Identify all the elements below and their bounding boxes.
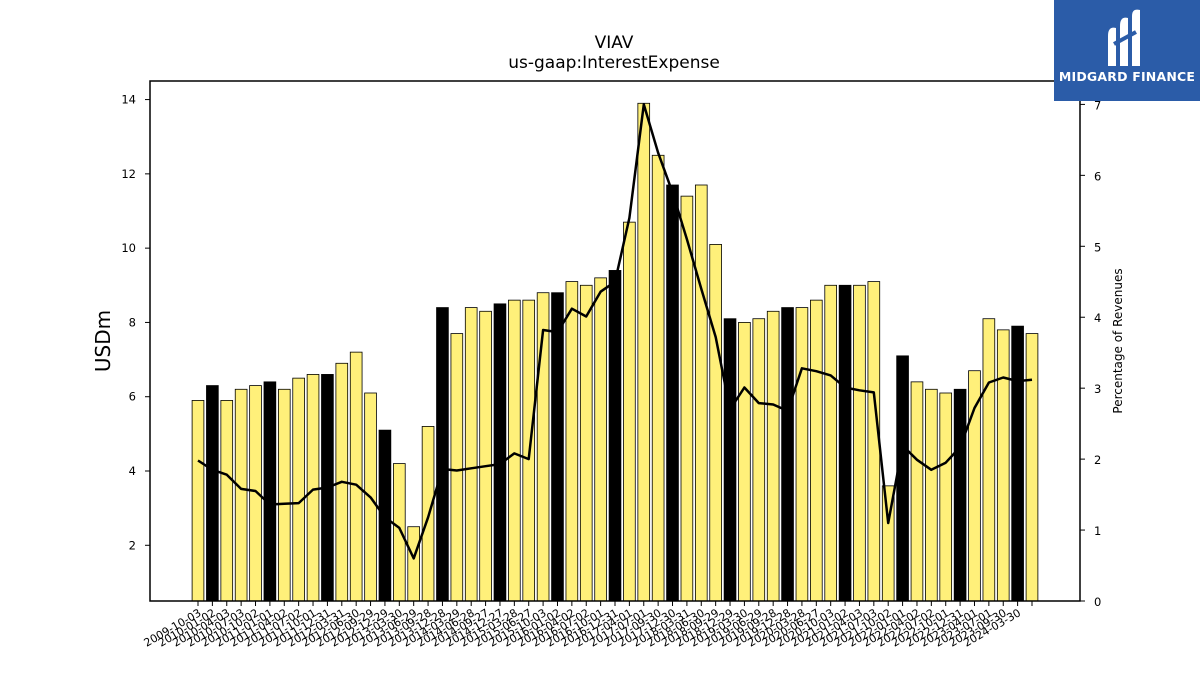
brand-logo: MIDGARD FINANCE [1054, 0, 1200, 101]
bar [666, 184, 679, 602]
bar [709, 244, 722, 602]
bar [220, 400, 234, 602]
bar [752, 318, 766, 602]
bar [579, 284, 593, 602]
y2-axis: 0 1 2 3 4 5 6 7 [1080, 98, 1101, 609]
bar [1025, 333, 1039, 602]
y-tick-label: 2 [129, 538, 136, 552]
chart-subtitle: us-gaap:InterestExpense [508, 53, 720, 73]
y2-tick-label: 5 [1094, 240, 1101, 254]
bar [508, 299, 521, 602]
bars-layer [191, 102, 1039, 602]
bar [694, 184, 708, 602]
bar [493, 303, 507, 602]
y-tick-label: 10 [121, 241, 136, 255]
bar [608, 270, 622, 602]
y2-tick-label: 3 [1094, 382, 1101, 396]
y2-tick-label: 6 [1094, 169, 1101, 183]
y-tick-label: 6 [129, 390, 136, 404]
y2-tick-label: 7 [1094, 98, 1101, 112]
bar [277, 388, 291, 602]
bar [810, 299, 823, 602]
chart-title: VIAV [595, 33, 634, 53]
bar [795, 307, 809, 602]
logo-text: MIDGARD FINANCE [1058, 69, 1196, 84]
bar [479, 310, 492, 602]
bar [234, 388, 248, 602]
y2-axis-label: Percentage of Revenues [1111, 268, 1125, 413]
y-axis-label: USDm [91, 310, 115, 372]
series-line [197, 103, 1033, 560]
bar [968, 370, 981, 602]
bar [393, 463, 406, 602]
bar [306, 374, 320, 602]
bar [206, 385, 219, 602]
line-layer [197, 103, 1033, 560]
bar [594, 277, 607, 602]
bar [436, 307, 449, 602]
bar [853, 284, 866, 602]
y-tick-label: 8 [129, 315, 136, 329]
bar [738, 322, 751, 602]
y2-tick-label: 4 [1094, 311, 1101, 325]
bar [781, 307, 794, 602]
bar [651, 154, 665, 602]
y2-tick-label: 0 [1094, 595, 1101, 609]
y2-tick-label: 2 [1094, 453, 1101, 467]
bar [824, 284, 837, 602]
bar [996, 329, 1010, 602]
bar [982, 318, 996, 602]
bar [623, 221, 636, 602]
bar [637, 102, 651, 602]
bar [349, 351, 363, 602]
bar [1011, 325, 1024, 602]
bar [565, 281, 579, 602]
bar [723, 318, 737, 602]
bar [292, 377, 305, 602]
bar [450, 333, 464, 602]
bar [939, 392, 953, 602]
bar [191, 400, 205, 602]
logo-mark-icon [1108, 9, 1140, 67]
bar [551, 292, 564, 602]
bar [407, 526, 420, 602]
y-tick-label: 4 [129, 464, 136, 478]
y2-tick-label: 1 [1094, 524, 1101, 538]
bar [953, 388, 967, 602]
bar [263, 381, 277, 602]
bar [464, 307, 478, 602]
y-tick-label: 12 [121, 167, 136, 181]
y-tick-label: 14 [121, 93, 136, 107]
x-axis: 2009-10-032010-01-022010-04-032010-07-03… [142, 601, 1033, 650]
bar [910, 381, 924, 602]
bar [766, 310, 780, 602]
bar [925, 388, 938, 602]
bar [896, 355, 909, 602]
bar [838, 284, 852, 602]
y-axis: 2 4 6 8 10 12 14 [121, 93, 150, 552]
